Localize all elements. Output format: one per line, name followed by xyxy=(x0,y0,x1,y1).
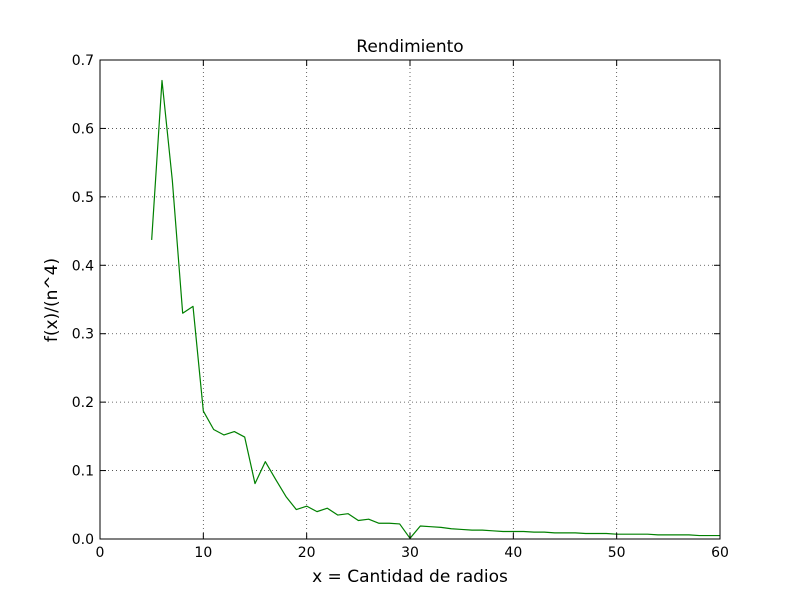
x-tick-label: 10 xyxy=(194,545,212,561)
y-tick-label: 0.4 xyxy=(72,258,94,274)
y-tick-label: 0.2 xyxy=(72,395,94,411)
x-tick-label: 50 xyxy=(608,545,626,561)
x-tick-label: 60 xyxy=(711,545,729,561)
x-tick-label: 30 xyxy=(401,545,419,561)
ticks: 0 10 20 30 40 50 60 0.0 0.1 0.2 0.3 0.4 0.5 0.6 0.7 xyxy=(72,53,729,561)
x-axis-label: x = Cantidad de radios xyxy=(312,567,508,587)
series-line xyxy=(151,79,720,539)
x-tick-label: 20 xyxy=(298,545,316,561)
y-tick-label: 0.0 xyxy=(72,532,94,548)
series-layer xyxy=(151,79,720,539)
y-tick-label: 0.5 xyxy=(72,190,94,206)
y-tick-label: 0.1 xyxy=(72,464,94,480)
chart-title: Rendimiento xyxy=(356,37,463,57)
plot-frame xyxy=(99,59,721,540)
y-tick-label: 0.6 xyxy=(72,121,94,137)
x-tick-label: 40 xyxy=(504,545,522,561)
x-tick-label: 0 xyxy=(96,545,105,561)
y-tick-label: 0.7 xyxy=(72,53,94,69)
y-axis-label: f(x)/(n^4) xyxy=(42,258,62,342)
grid xyxy=(100,60,720,539)
y-tick-label: 0.3 xyxy=(72,327,94,343)
